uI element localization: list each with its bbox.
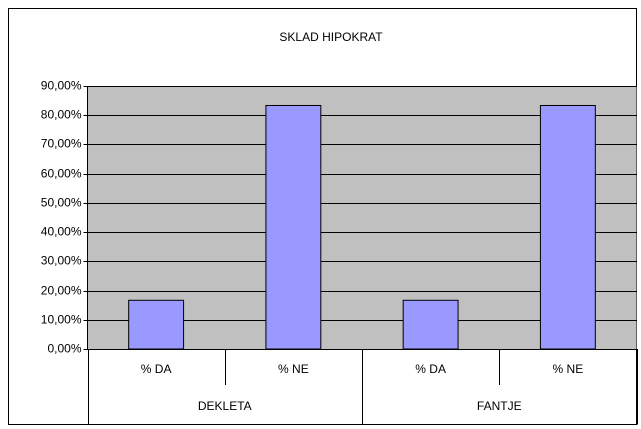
y-tick-label: 20,00% [41,284,82,298]
x-tick-label: % DA [415,362,446,376]
bar [539,104,596,350]
x-tick-label: % NE [278,362,309,376]
y-tick-label: 80,00% [41,108,82,122]
x-tick-label: % DA [141,362,172,376]
y-tick-label: 70,00% [41,137,82,151]
y-tick-label: 40,00% [41,225,82,239]
y-tick-label: 0,00% [47,342,81,356]
y-tick-label: 10,00% [41,313,82,327]
bar [265,104,322,350]
y-tick-label: 30,00% [41,254,82,268]
bar [402,299,459,350]
y-tick-label: 60,00% [41,167,82,181]
y-tick-label: 50,00% [41,196,82,210]
bar [128,299,185,350]
group-label: DEKLETA [198,399,252,413]
chart-title: SKLAD HIPOKRAT [279,30,383,44]
x-tick-label: % NE [553,362,584,376]
group-label: FANTJE [477,399,522,413]
y-tick-label: 90,00% [41,79,82,93]
